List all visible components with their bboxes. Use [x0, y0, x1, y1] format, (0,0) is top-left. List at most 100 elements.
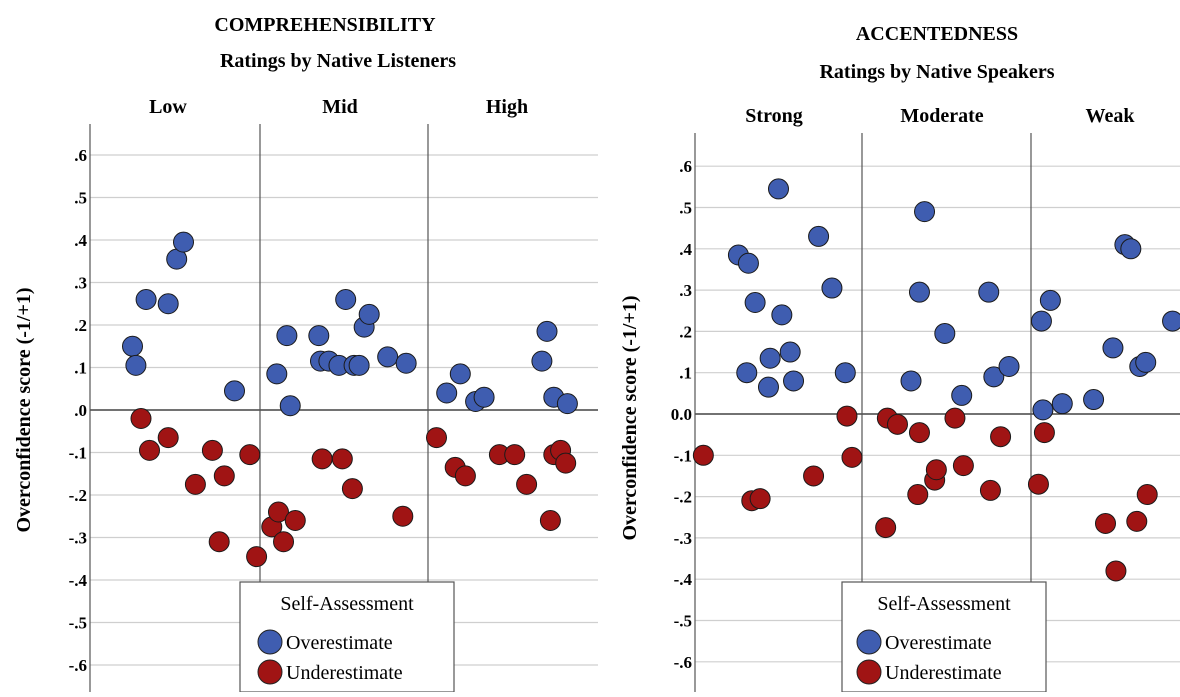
point-overestimate — [531, 350, 553, 372]
y-tick-label: -.3 — [674, 529, 692, 548]
point-underestimate — [908, 422, 930, 444]
point-overestimate — [135, 289, 157, 310]
y-tick-label: .1 — [679, 364, 692, 383]
legend: Self-Assessment Overestimate Underestima… — [841, 581, 1047, 693]
point-underestimate — [555, 452, 577, 474]
point-overestimate — [358, 303, 380, 325]
y-tick-label: .2 — [74, 316, 87, 335]
panel-label-weak: Weak — [1086, 105, 1136, 127]
panel-label-low: Low — [149, 96, 187, 118]
point-overestimate — [276, 325, 298, 347]
point-overestimate — [1083, 389, 1105, 411]
point-overestimate — [1102, 337, 1124, 359]
accentedness-chart: ACCENTEDNESS Ratings by Native Speakers … — [619, 23, 1180, 693]
chart-subtitle: Ratings by Native Speakers — [819, 61, 1054, 83]
point-overestimate — [536, 320, 558, 342]
legend-label-underestimate: Underestimate — [885, 662, 1002, 684]
legend-marker-underestimate — [856, 659, 882, 685]
legend-marker-underestimate — [257, 659, 283, 685]
point-underestimate — [1033, 422, 1055, 444]
y-tick-label: .6 — [74, 146, 87, 165]
point-overestimate — [978, 281, 1000, 303]
point-overestimate — [768, 178, 789, 200]
point-underestimate — [990, 426, 1012, 448]
point-overestimate — [744, 291, 766, 313]
point-overestimate — [951, 384, 973, 406]
point-overestimate — [771, 304, 793, 326]
point-underestimate — [130, 408, 152, 429]
point-overestimate — [779, 341, 801, 363]
point-overestimate — [279, 395, 301, 417]
point-overestimate — [173, 231, 194, 253]
point-overestimate — [821, 277, 843, 299]
point-overestimate — [834, 362, 856, 384]
y-tick-label: .2 — [679, 322, 692, 341]
legend-label-overestimate: Overestimate — [286, 632, 393, 654]
panel-label-mid: Mid — [322, 96, 358, 118]
point-overestimate — [914, 201, 936, 223]
point-overestimate — [983, 366, 1005, 388]
y-tick-label: -.2 — [69, 486, 87, 505]
point-underestimate — [213, 465, 235, 487]
panel-label-strong: Strong — [745, 105, 802, 127]
point-overestimate — [224, 380, 245, 402]
point-overestimate — [395, 352, 417, 374]
y-tick-label: -.6 — [69, 656, 87, 675]
y-tick-labels: .6 .5 .4 .3 .2 .1 0.0 -.1 -.2 -.3 -.4 -.5 -.6 — [671, 157, 693, 672]
point-underestimate — [504, 444, 526, 466]
point-underestimate — [273, 531, 295, 553]
point-overestimate — [1032, 399, 1054, 421]
point-underestimate — [749, 488, 771, 510]
point-overestimate — [335, 289, 357, 310]
y-tick-label: .4 — [74, 231, 87, 250]
y-tick-label: -.6 — [674, 653, 692, 672]
y-axis-label: Overconfidence score (-1/+1) — [619, 295, 641, 540]
point-underestimate — [426, 427, 447, 449]
y-tick-label: .3 — [679, 281, 692, 300]
point-underestimate — [1027, 473, 1049, 495]
point-overestimate — [266, 363, 288, 385]
point-underestimate — [331, 448, 353, 470]
point-underestimate — [311, 448, 333, 470]
point-underestimate — [952, 455, 974, 477]
point-overestimate — [436, 382, 458, 404]
point-overestimate — [736, 362, 758, 384]
legend-label-underestimate: Underestimate — [286, 662, 403, 684]
point-underestimate — [1095, 512, 1116, 534]
point-underestimate — [184, 473, 206, 495]
legend: Self-Assessment Overestimate Underestima… — [239, 581, 455, 693]
point-overestimate — [473, 386, 495, 408]
y-tick-label: .5 — [74, 189, 87, 208]
point-overestimate — [737, 252, 759, 274]
y-tick-label: .6 — [679, 157, 692, 176]
y-tick-label: -.1 — [69, 444, 87, 463]
gridlines — [695, 165, 1180, 663]
chart-title: ACCENTEDNESS — [856, 23, 1018, 45]
y-tick-label: -.4 — [674, 570, 693, 589]
point-overestimate — [1162, 310, 1180, 332]
point-overestimate — [157, 293, 179, 315]
chart-subtitle: Ratings by Native Listeners — [220, 50, 456, 72]
point-overestimate — [556, 393, 578, 415]
point-overestimate — [1039, 289, 1061, 311]
point-overestimate — [759, 347, 781, 369]
point-overestimate — [122, 335, 143, 357]
point-underestimate — [841, 446, 863, 468]
chart-title: COMPREHENSIBILITY — [214, 14, 436, 36]
point-underestimate — [803, 465, 825, 487]
y-tick-label: .4 — [679, 240, 692, 259]
point-overestimate — [908, 281, 930, 303]
point-overestimate — [308, 325, 330, 347]
point-underestimate — [886, 413, 908, 435]
point-underestimate — [341, 478, 363, 500]
point-overestimate — [377, 346, 399, 368]
point-underestimate — [1126, 510, 1148, 532]
point-underestimate — [944, 407, 966, 429]
y-tick-label: -.1 — [674, 446, 692, 465]
point-overestimate — [1120, 238, 1142, 260]
data-points — [122, 231, 578, 568]
point-underestimate — [208, 531, 230, 553]
point-underestimate — [267, 501, 289, 523]
